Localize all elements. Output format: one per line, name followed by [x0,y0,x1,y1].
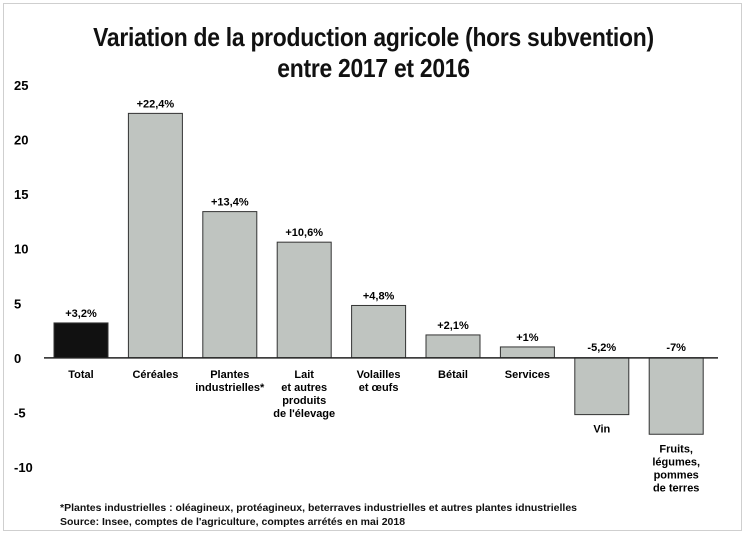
chart-title: Variation de la production agricole (hor… [45,22,702,84]
category-label: Céréales [132,369,178,381]
category-label-line: pommes [654,469,699,481]
category-label: Total [68,369,93,381]
y-axis-ticks: 25 20 15 10 5 0 -5 -10 [14,78,33,475]
category-label: Vin [593,424,610,436]
category-label-line: Volailles [357,369,401,381]
category-label-line: Services [505,369,550,381]
category-label-line: légumes, [652,456,700,468]
category-label-line: Plantes [210,369,249,381]
category-label: Bétail [438,369,468,381]
category-label-line: et autres [281,382,327,394]
bar [127,112,183,359]
category-label-line: Fruits, [659,443,693,455]
value-label: +3,2% [65,308,97,320]
chart-frame [3,3,742,531]
value-labels: +3,2% +22,4% +13,4% +10,6% +4,8% +2,1% +1% -5,2… [65,98,686,353]
category-label: Plantes industrielles* [195,369,265,394]
title-line-2: entre 2017 et 2016 [277,53,470,83]
category-label-line: produits [282,395,326,407]
bar [425,334,481,359]
chart-footer: *Plantes industrielles : oléagineux, pro… [60,501,577,529]
category-label: Volailles et œufs [357,369,401,394]
y-tick-label: 0 [14,351,21,366]
bar [351,304,407,359]
footnote: *Plantes industrielles : oléagineux, pro… [60,502,578,514]
y-tick-label: 15 [14,187,28,202]
value-label: +13,4% [211,197,249,209]
y-tick-label: 20 [14,133,28,148]
source-note: Source: Insee, comptes de l'agriculture,… [60,516,406,528]
bars [53,112,704,435]
value-label: +10,6% [285,227,323,239]
category-label-line: et œufs [359,382,399,394]
value-label: -7% [666,342,686,354]
bar [202,211,258,359]
category-label-line: industrielles* [195,382,265,394]
category-label-line: de l'élevage [273,408,335,420]
category-label: Lait et autres produits de l'élevage [273,369,335,420]
value-label: +2,1% [437,320,469,332]
bar [53,322,109,359]
value-label: +4,8% [363,290,395,302]
bar [648,357,704,435]
category-label-line: Total [68,369,93,381]
category-labels: Total Céréales Plantes industrielles*Lait et… [68,369,700,494]
category-label: Fruits, légumes, pommes de terres [652,443,700,494]
category-label-line: de terres [653,482,699,494]
category-label-line: Vin [593,424,610,436]
category-label: Services [505,369,550,381]
y-tick-label: -10 [14,460,33,475]
bar [499,346,555,359]
value-label: +1% [516,332,539,344]
y-tick-label: 5 [14,296,21,311]
y-tick-label: 25 [14,78,28,93]
category-label-line: Bétail [438,369,468,381]
bar [574,357,630,416]
value-label: +22,4% [137,98,175,110]
title-line-1: Variation de la production agricole (hor… [93,22,654,52]
y-tick-label: -5 [14,405,26,420]
y-tick-label: 10 [14,242,28,257]
category-label-line: Lait [294,369,314,381]
category-label-line: Céréales [132,369,178,381]
bar [276,241,332,359]
value-label: -5,2% [587,342,616,354]
